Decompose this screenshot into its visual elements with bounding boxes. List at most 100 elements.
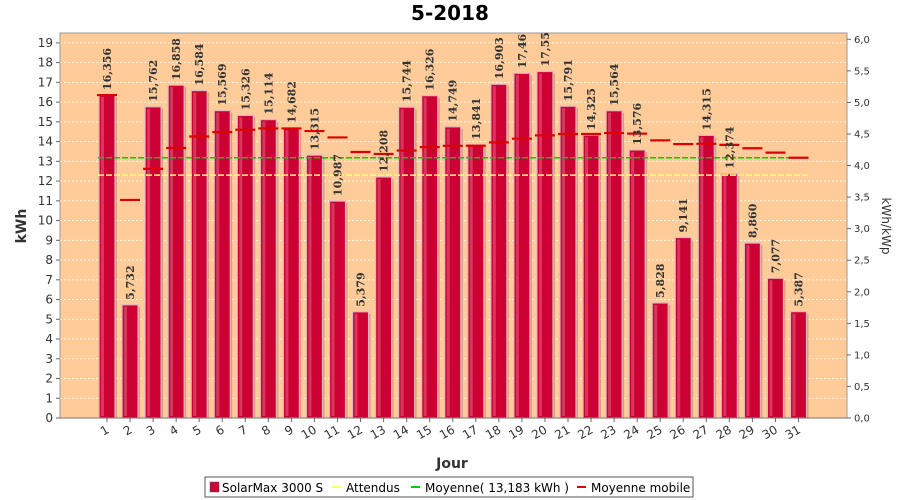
bar-highlight [147,108,151,416]
bar-highlight [354,313,358,416]
data-label: 8,860 [746,203,759,238]
bar-highlight [170,87,174,416]
bar-highlight [262,121,266,416]
x-tick-label: 13 [368,422,388,442]
y-right-tick-label: 4,0 [854,161,870,172]
data-label: 13,576 [631,103,644,145]
data-label: 14,325 [585,88,598,130]
x-tick-label: 26 [668,422,688,442]
data-label: 15,762 [147,60,160,102]
data-label: 16,356 [101,48,114,90]
y-axis-title: kWh [14,209,30,244]
y-axis-right: 0,0 0,5 1,0 1,5 2,0 2,5 3,0 3,5 4,0 4,5 5,0 5,5 6,0 [847,35,870,425]
y-right-tick-label: 4,5 [854,129,870,140]
x-tick-label: 9 [282,422,296,438]
legend-label-solarmax: SolarMax 3000 S [222,481,323,495]
data-label: 10,987 [332,154,345,196]
y-right-tick-label: 0,0 [854,414,870,425]
y-right-tick-label: 1,0 [854,350,870,361]
data-label: 14,682 [285,81,298,123]
data-label: 15,744 [401,60,414,102]
legend-box [204,476,694,498]
y-tick-label: 0 [45,411,53,425]
x-tick-label: 17 [460,422,480,442]
data-label: 16,858 [170,38,183,80]
y-tick-label: 4 [45,332,53,346]
data-label: 13,315 [308,108,321,150]
bar-highlight [585,137,589,416]
data-label: 9,141 [677,198,690,232]
y-right-tick-label: 5,0 [854,98,870,109]
x-tick-label: 2 [121,422,135,438]
bar-highlight [515,75,519,417]
y-tick-label: 2 [45,372,53,386]
x-tick-label: 30 [760,422,780,442]
y-right-tick-label: 3,5 [854,193,870,204]
y-axis-right-title: kWh/kWp [879,198,893,255]
data-label: 5,828 [654,263,667,298]
bar-highlight [631,151,635,416]
x-tick-label: 28 [714,422,734,442]
x-tick-label: 25 [644,422,664,442]
bar-highlight [124,306,128,416]
y-tick-label: 6 [45,293,53,307]
bar-highlight [308,157,312,416]
data-label: 13,841 [470,98,483,140]
bar-highlight [769,280,773,416]
x-tick-label: 1 [98,422,112,438]
x-tick-label: 22 [575,422,595,442]
data-label: 17,46 [516,33,529,68]
x-tick-label: 14 [391,422,411,442]
legend-swatch-solarmax [209,481,220,493]
bar-highlight [746,245,750,416]
data-label: 17,55 [539,32,552,66]
legend-label-moyenne-mobile: Moyenne mobile [591,481,690,495]
bar-highlight [492,86,496,416]
chart-title: 5-2018 [411,1,489,25]
data-label: 5,732 [124,265,137,299]
y-tick-label: 5 [45,312,53,326]
y-right-tick-label: 3,0 [854,224,870,235]
y-right-tick-label: 5,5 [854,66,870,77]
legend: SolarMax 3000 S Attendus Moyenne( 13,183… [204,476,694,498]
x-axis: 1 2 3 4 5 6 7 8 9 10 11 12 13 14 15 16 17 18 19 20 21 22 23 24 2… [60,417,847,442]
bar-highlight [377,178,381,416]
data-label: 16,326 [424,48,437,90]
legend-label-attendus: Attendus [346,481,400,495]
y-tick-label: 18 [38,56,53,70]
data-label: 15,569 [216,64,229,106]
bar-highlight [400,109,404,416]
y-tick-label: 11 [38,194,53,208]
x-tick-label: 24 [621,422,641,442]
y-tick-label: 8 [45,253,53,267]
bar-highlight [446,128,450,416]
bar-series [98,70,809,419]
x-tick-label: 11 [322,422,342,442]
x-tick-label: 15 [414,422,434,442]
x-tick-label: 18 [483,422,503,442]
y-tick-label: 10 [38,214,53,228]
x-tick-label: 27 [691,422,711,442]
y-right-tick-label: 2,5 [854,256,870,267]
bar-highlight [562,108,565,416]
y-tick-label: 9 [45,233,53,247]
data-label: 5,387 [793,272,806,306]
y-tick-label: 7 [45,273,53,287]
bar-highlight [792,313,796,416]
x-tick-label: 12 [345,422,365,442]
data-label: 14,315 [700,88,713,130]
moving-average-series [97,93,809,202]
x-tick-label: 6 [213,422,227,438]
x-tick-label: 19 [506,422,526,442]
bar-highlight [608,112,612,417]
y-tick-label: 16 [38,95,53,109]
legend-label-moyenne: Moyenne( 13,183 kWh ) [425,481,569,495]
data-label: 12,374 [723,126,736,168]
bar-highlight [239,117,243,417]
bar-highlight [654,304,658,416]
bar-highlight [331,203,335,416]
data-label: 15,791 [562,59,575,101]
data-label: 5,379 [355,272,368,306]
